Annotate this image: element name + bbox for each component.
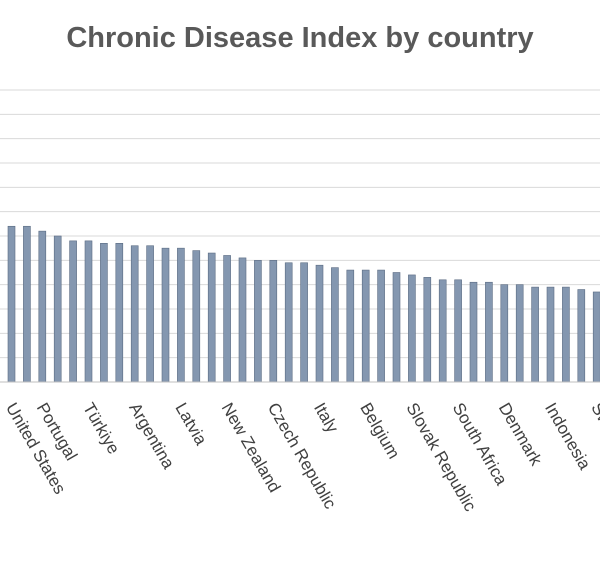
bar xyxy=(408,274,416,383)
bar xyxy=(100,243,108,383)
bar xyxy=(577,289,586,383)
bar xyxy=(177,247,185,383)
x-tick-label: Latvia xyxy=(171,400,210,449)
bar xyxy=(130,245,139,383)
bar xyxy=(192,250,201,383)
bar xyxy=(377,269,385,383)
bar xyxy=(346,269,355,383)
bar xyxy=(361,269,370,383)
gridlines xyxy=(0,89,600,359)
bar xyxy=(392,272,401,383)
bar xyxy=(207,252,216,383)
bar xyxy=(23,225,31,383)
x-tick-label: Denmark xyxy=(495,400,546,470)
bar-series xyxy=(7,225,600,383)
x-tick-label: Belgium xyxy=(356,400,403,463)
bar xyxy=(115,243,124,383)
bar xyxy=(469,281,478,383)
x-tick-label: Argentina xyxy=(125,400,178,473)
bar xyxy=(546,286,555,383)
x-tick-label: Italy xyxy=(310,400,342,437)
x-tick-label: Indonesia xyxy=(541,400,595,474)
bar xyxy=(562,286,570,383)
bar xyxy=(592,291,600,383)
chart-title: Chronic Disease Index by country xyxy=(66,22,534,54)
bar xyxy=(269,260,278,383)
bar xyxy=(38,230,47,383)
bar xyxy=(300,262,308,383)
bar xyxy=(485,281,493,383)
x-tick-label: Switzerland xyxy=(587,400,600,486)
bar xyxy=(315,264,324,383)
bar xyxy=(515,284,524,383)
bar xyxy=(7,225,16,383)
bar xyxy=(53,235,62,383)
bar xyxy=(531,286,539,383)
bar xyxy=(284,262,293,383)
bar xyxy=(161,247,170,383)
bar xyxy=(146,245,154,383)
bar xyxy=(331,267,339,383)
bar xyxy=(254,260,262,383)
bar xyxy=(454,279,462,383)
x-tick-label: Türkiye xyxy=(79,400,123,458)
bar xyxy=(84,240,93,383)
bar xyxy=(238,257,247,383)
bar xyxy=(500,284,509,383)
bar xyxy=(69,240,77,383)
bar xyxy=(423,277,432,383)
bar xyxy=(438,279,447,383)
bar xyxy=(223,255,231,383)
